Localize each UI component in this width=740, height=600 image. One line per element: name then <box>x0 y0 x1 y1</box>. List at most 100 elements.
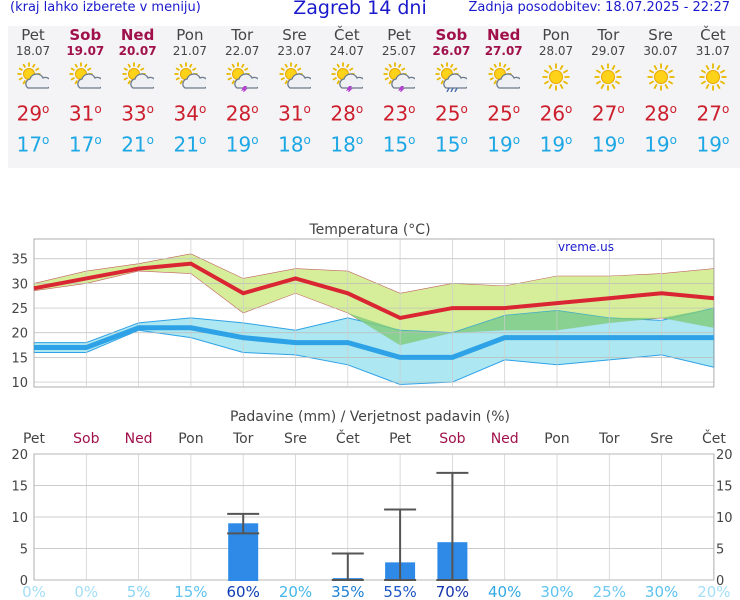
x-tick-label: Sre <box>284 431 307 447</box>
probability-label: 40% <box>488 583 521 600</box>
min-temperature: 19o <box>539 132 573 157</box>
sun-cloud-rain-icon <box>435 62 468 92</box>
daily-forecast-strip: Pet 18.07 29o 17o Sob 19.07 31o 17o Ned 20.07 33o 2… <box>8 26 740 168</box>
max-temperature: 34o <box>173 101 207 126</box>
day-name: Sre <box>282 26 307 44</box>
min-temperature: 19o <box>487 132 521 157</box>
min-temperature: 15o <box>434 132 468 157</box>
day-name: Tor <box>597 26 620 44</box>
location-hint: (kraj lahko izberete v meniju) <box>10 0 201 15</box>
y-tick-label-right: 20 <box>716 448 733 463</box>
day-date: 22.07 <box>225 44 260 58</box>
sun-cloud-icon <box>174 62 206 89</box>
day-name: Ned <box>120 26 155 44</box>
sun-cloud-icon <box>488 62 520 89</box>
watermark: vreme.us <box>558 240 614 254</box>
day-date: 28.07 <box>538 44 574 58</box>
day-date: 30.07 <box>643 44 678 58</box>
probability-label: 20% <box>697 583 730 600</box>
precipitation-chart-title: Padavine (mm) / Verjetnost padavin (%) <box>230 409 510 425</box>
day-date: 24.07 <box>329 44 364 58</box>
y-tick-label-right: 10 <box>716 511 733 526</box>
max-temperature: 29o <box>16 101 50 126</box>
day-date: 21.07 <box>172 44 208 58</box>
y-tick-label-right: 0 <box>716 574 724 589</box>
probability-label: 60% <box>227 583 260 600</box>
day-name: Pon <box>542 26 570 44</box>
probability-label: 70% <box>436 583 469 600</box>
y-tick-label-left: 20 <box>11 448 28 463</box>
max-temperature: 27o <box>696 101 730 126</box>
sun-icon <box>594 63 622 91</box>
min-temperature: 19o <box>225 132 259 157</box>
min-temperature-line <box>34 325 714 360</box>
min-temperature: 21o <box>121 132 154 157</box>
max-temperature: 31o <box>278 101 311 126</box>
y-tick-label: 20 <box>11 327 28 342</box>
probability-label: 0% <box>22 583 46 600</box>
probability-label: 35% <box>331 583 364 600</box>
max-temperature: 26o <box>539 101 573 126</box>
last-updated: Zadnja posodobitev: 18.07.2025 - 22:27 <box>468 0 730 15</box>
x-tick-label: Tor <box>232 431 254 447</box>
y-tick-label: 15 <box>11 351 28 366</box>
day-name: Sob <box>435 26 468 44</box>
x-tick-label: Tor <box>598 431 620 447</box>
day-column: Tor 22.07 28o 19o <box>216 26 268 157</box>
min-temperature: 21o <box>173 132 207 157</box>
x-tick-label: Čet <box>702 429 726 447</box>
y-tick-label-right: 15 <box>716 480 733 495</box>
sun-icon <box>647 63 675 91</box>
day-column: Ned 20.07 33o 21o <box>112 26 164 157</box>
day-date: 23.07 <box>277 44 312 58</box>
day-name: Pon <box>176 26 204 44</box>
temperature-chart: 10 15 20 25 30 35 Temperatura (°C) vreme.us <box>11 222 715 391</box>
max-temperature: 28o <box>644 101 677 126</box>
max-temperature: 28o <box>330 101 364 126</box>
day-date: 26.07 <box>432 44 471 58</box>
y-tick-label: 30 <box>11 277 28 292</box>
probability-label: 15% <box>174 583 207 600</box>
y-tick-label: 25 <box>11 302 28 317</box>
y-tick-label-left: 5 <box>20 543 28 558</box>
y-tick-label: 10 <box>11 376 28 391</box>
x-tick-label: Ned <box>125 431 153 447</box>
day-name: Čet <box>700 26 726 44</box>
x-tick-label: Sob <box>73 431 99 447</box>
sun-icon <box>542 63 570 91</box>
overlap-band <box>34 271 714 346</box>
day-name: Ned <box>486 26 521 44</box>
y-tick-label-right: 5 <box>716 543 724 558</box>
min-temperature: 18o <box>330 132 364 157</box>
day-date: 19.07 <box>66 44 105 58</box>
min-temperature: 18o <box>278 132 311 157</box>
sun-cloud-icon <box>17 62 49 89</box>
x-tick-label: Ned <box>491 431 519 447</box>
probability-label: 5% <box>127 583 151 600</box>
max-temperature: 27o <box>591 101 625 126</box>
max-temperature: 33o <box>121 101 154 126</box>
page-title: Zagreb 14 dni <box>293 0 427 19</box>
probability-label: 55% <box>383 583 416 600</box>
day-date: 27.07 <box>484 44 523 58</box>
top-bar: (kraj lahko izberete v meniju) Zagreb 14… <box>0 0 740 22</box>
sun-cloud-thunder-icon <box>331 62 363 92</box>
min-temperature: 19o <box>591 132 625 157</box>
day-column: Ned 27.07 25o 19o <box>478 26 530 157</box>
sun-cloud-thunder-icon <box>383 62 416 92</box>
y-tick-label-left: 15 <box>11 480 28 495</box>
day-date: 31.07 <box>695 44 731 58</box>
day-date: 20.07 <box>118 44 157 58</box>
sun-cloud-icon <box>122 62 154 89</box>
sun-cloud-icon <box>279 62 311 89</box>
x-tick-label: Čet <box>336 429 360 447</box>
min-temperature: 19o <box>644 132 677 157</box>
max-temperature: 25o <box>434 101 468 126</box>
temperature-chart-title: Temperatura (°C) <box>308 222 430 238</box>
x-tick-label: Sre <box>650 431 673 447</box>
day-date: 25.07 <box>381 44 417 58</box>
plot-frame <box>33 238 715 388</box>
day-name: Pet <box>387 26 411 44</box>
day-date: 29.07 <box>591 44 626 58</box>
precipitation-chart: Padavine (mm) / Verjetnost padavin (%) P… <box>11 409 733 600</box>
